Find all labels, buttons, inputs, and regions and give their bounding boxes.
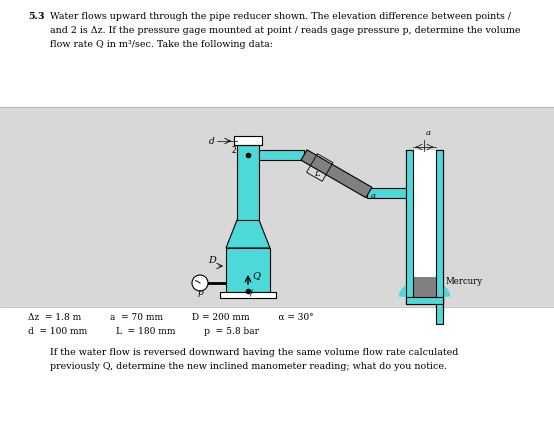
Bar (226, 248, 270, 292)
Text: L: L (314, 170, 320, 178)
Text: 2: 2 (231, 146, 236, 155)
Bar (406, 297, 443, 304)
Text: Water flows upward through the pipe reducer shown. The elevation difference betw: Water flows upward through the pipe redu… (50, 12, 511, 21)
Bar (406, 150, 413, 297)
Text: Mercury: Mercury (446, 277, 483, 287)
Text: a: a (426, 129, 431, 137)
Polygon shape (226, 220, 270, 248)
Text: flow rate Q in m³/sec. Take the following data:: flow rate Q in m³/sec. Take the followin… (50, 40, 273, 49)
Bar (413, 150, 436, 297)
Bar (413, 150, 436, 302)
Circle shape (192, 275, 208, 291)
Bar (413, 150, 436, 302)
Bar (259, 150, 304, 160)
Bar (234, 136, 262, 145)
Text: D: D (208, 256, 216, 265)
Text: Q: Q (252, 271, 260, 280)
Text: a: a (371, 192, 376, 200)
Bar (436, 150, 443, 317)
Text: p: p (197, 288, 203, 297)
Text: 5.3: 5.3 (28, 12, 44, 21)
Bar (237, 145, 259, 220)
Bar (406, 297, 443, 304)
Bar (0, 107, 554, 307)
Bar (220, 292, 276, 298)
Text: /: / (250, 288, 253, 297)
Text: d: d (209, 137, 215, 146)
Bar (406, 150, 413, 304)
Bar (413, 277, 436, 297)
Text: Δz  = 1.8 m          a  = 70 mm          D = 200 mm          α = 30°: Δz = 1.8 m a = 70 mm D = 200 mm α = 30° (28, 313, 314, 322)
Polygon shape (301, 150, 372, 198)
Bar (436, 150, 443, 324)
Text: If the water flow is reversed downward having the same volume flow rate calculat: If the water flow is reversed downward h… (50, 348, 458, 357)
Bar (0, 307, 554, 421)
Text: and 2 is Δz. If the pressure gage mounted at point / reads gage pressure p, dete: and 2 is Δz. If the pressure gage mounte… (50, 26, 521, 35)
Bar (367, 187, 413, 197)
Bar (0, 0, 554, 107)
Text: d  = 100 mm          L  = 180 mm          p  = 5.8 bar: d = 100 mm L = 180 mm p = 5.8 bar (28, 327, 259, 336)
Text: previously Q, determine the new inclined manometer reading; what do you notice.: previously Q, determine the new inclined… (50, 362, 447, 371)
